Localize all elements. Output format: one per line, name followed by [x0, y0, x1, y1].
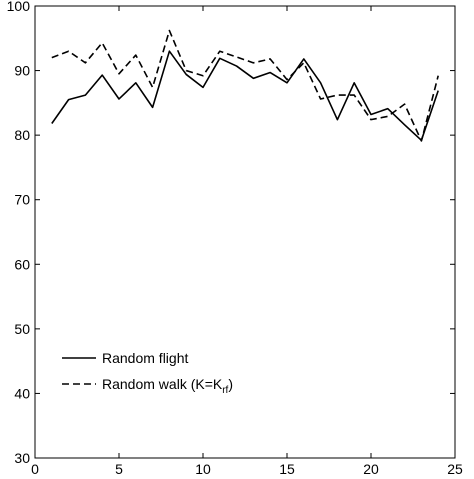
- series-line-random-walk: [51, 29, 439, 142]
- x-tick-label: 20: [363, 461, 379, 477]
- plot-frame: [34, 5, 456, 459]
- y-tick-label: 80: [14, 127, 30, 143]
- y-tick-label: 40: [14, 385, 30, 401]
- x-tick-label: 5: [115, 461, 123, 477]
- y-tick-label: 60: [14, 256, 30, 272]
- legend: Random flight Random walk (K=Krf): [62, 350, 233, 396]
- axis-ticks: 0 5 10 15 20 25 30 40 50 60 70 80 90 100: [7, 0, 463, 477]
- legend-label: Random walk (K=Krf): [102, 376, 233, 396]
- x-tick-label: 15: [279, 461, 295, 477]
- x-tick-label: 25: [447, 461, 463, 477]
- series-lines: [51, 29, 439, 142]
- y-tick-label: 70: [14, 192, 30, 208]
- x-tick-label: 10: [195, 461, 211, 477]
- x-tick-label: 0: [31, 461, 39, 477]
- y-tick-label: 50: [14, 321, 30, 337]
- y-tick-label: 30: [14, 450, 30, 466]
- series-line-random-flight: [51, 50, 439, 142]
- plot-area: [34, 5, 456, 459]
- legend-label: Random flight: [102, 350, 188, 366]
- y-tick-label: 100: [7, 0, 31, 14]
- y-tick-label: 90: [14, 63, 30, 79]
